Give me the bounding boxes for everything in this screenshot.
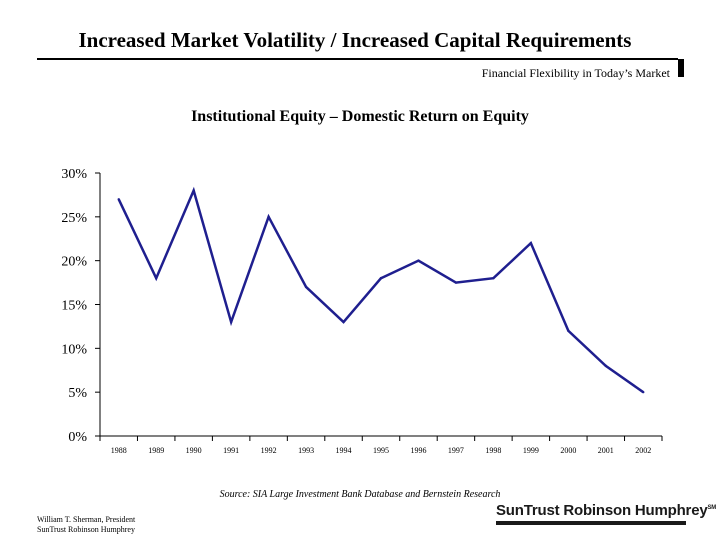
brand-service-mark: SM	[707, 505, 717, 511]
y-tick-label: 10%	[61, 342, 87, 357]
data-point	[117, 198, 120, 201]
x-tick-label: 1989	[148, 446, 164, 455]
x-tick-label: 1997	[448, 446, 464, 455]
data-point	[492, 277, 495, 280]
y-tick-label: 0%	[68, 430, 87, 445]
data-point	[267, 215, 270, 219]
x-tick-label: 1995	[373, 446, 389, 455]
source-note: Source: SIA Large Investment Bank Databa…	[219, 489, 501, 500]
presenter-company: SunTrust Robinson Humphrey	[37, 525, 135, 534]
y-tick-label: 20%	[61, 255, 87, 270]
data-point	[229, 320, 233, 324]
x-tick-label: 1998	[485, 446, 501, 455]
data-point	[304, 285, 308, 289]
data-point	[192, 189, 195, 192]
chart-title: Institutional Equity – Domestic Return o…	[191, 108, 529, 125]
brand-name: SunTrust Robinson Humphrey	[496, 502, 708, 519]
data-point	[454, 281, 458, 284]
title-rule-tab	[678, 59, 684, 77]
x-tick-label: 1993	[298, 446, 314, 455]
x-tick-label: 1988	[111, 446, 127, 455]
y-tick-label: 5%	[68, 386, 87, 401]
x-tick-label: 2000	[560, 446, 576, 455]
brand-logo: SunTrust Robinson HumphreySM	[496, 502, 716, 519]
x-tick-label: 1999	[523, 446, 539, 455]
y-tick-label: 15%	[61, 299, 87, 314]
x-tick-label: 1991	[223, 446, 239, 455]
page-subtitle: Financial Flexibility in Today’s Market	[481, 66, 670, 80]
y-tick-label: 25%	[61, 211, 87, 226]
x-tick-label: 1994	[336, 446, 352, 455]
x-tick-label: 1992	[261, 446, 277, 455]
x-tick-label: 2001	[598, 446, 614, 455]
x-tick-label: 1996	[410, 446, 426, 455]
data-point	[604, 364, 607, 368]
data-point	[155, 277, 158, 280]
data-point	[642, 390, 645, 394]
x-tick-label: 2002	[635, 446, 651, 455]
roe-series-line	[117, 186, 644, 394]
title-rule	[37, 58, 678, 60]
y-tick-label: 30%	[61, 167, 87, 182]
brand-underline	[496, 521, 686, 525]
data-point	[379, 277, 383, 280]
presenter-info: William T. Sherman, President SunTrust R…	[37, 515, 135, 535]
data-point	[529, 241, 533, 245]
presenter-name: William T. Sherman, President	[37, 515, 136, 524]
data-point	[417, 259, 420, 262]
data-point	[342, 320, 345, 324]
data-point	[567, 329, 570, 332]
page-title: Increased Market Volatility / Increased …	[78, 28, 632, 52]
x-tick-label: 1990	[186, 446, 202, 455]
